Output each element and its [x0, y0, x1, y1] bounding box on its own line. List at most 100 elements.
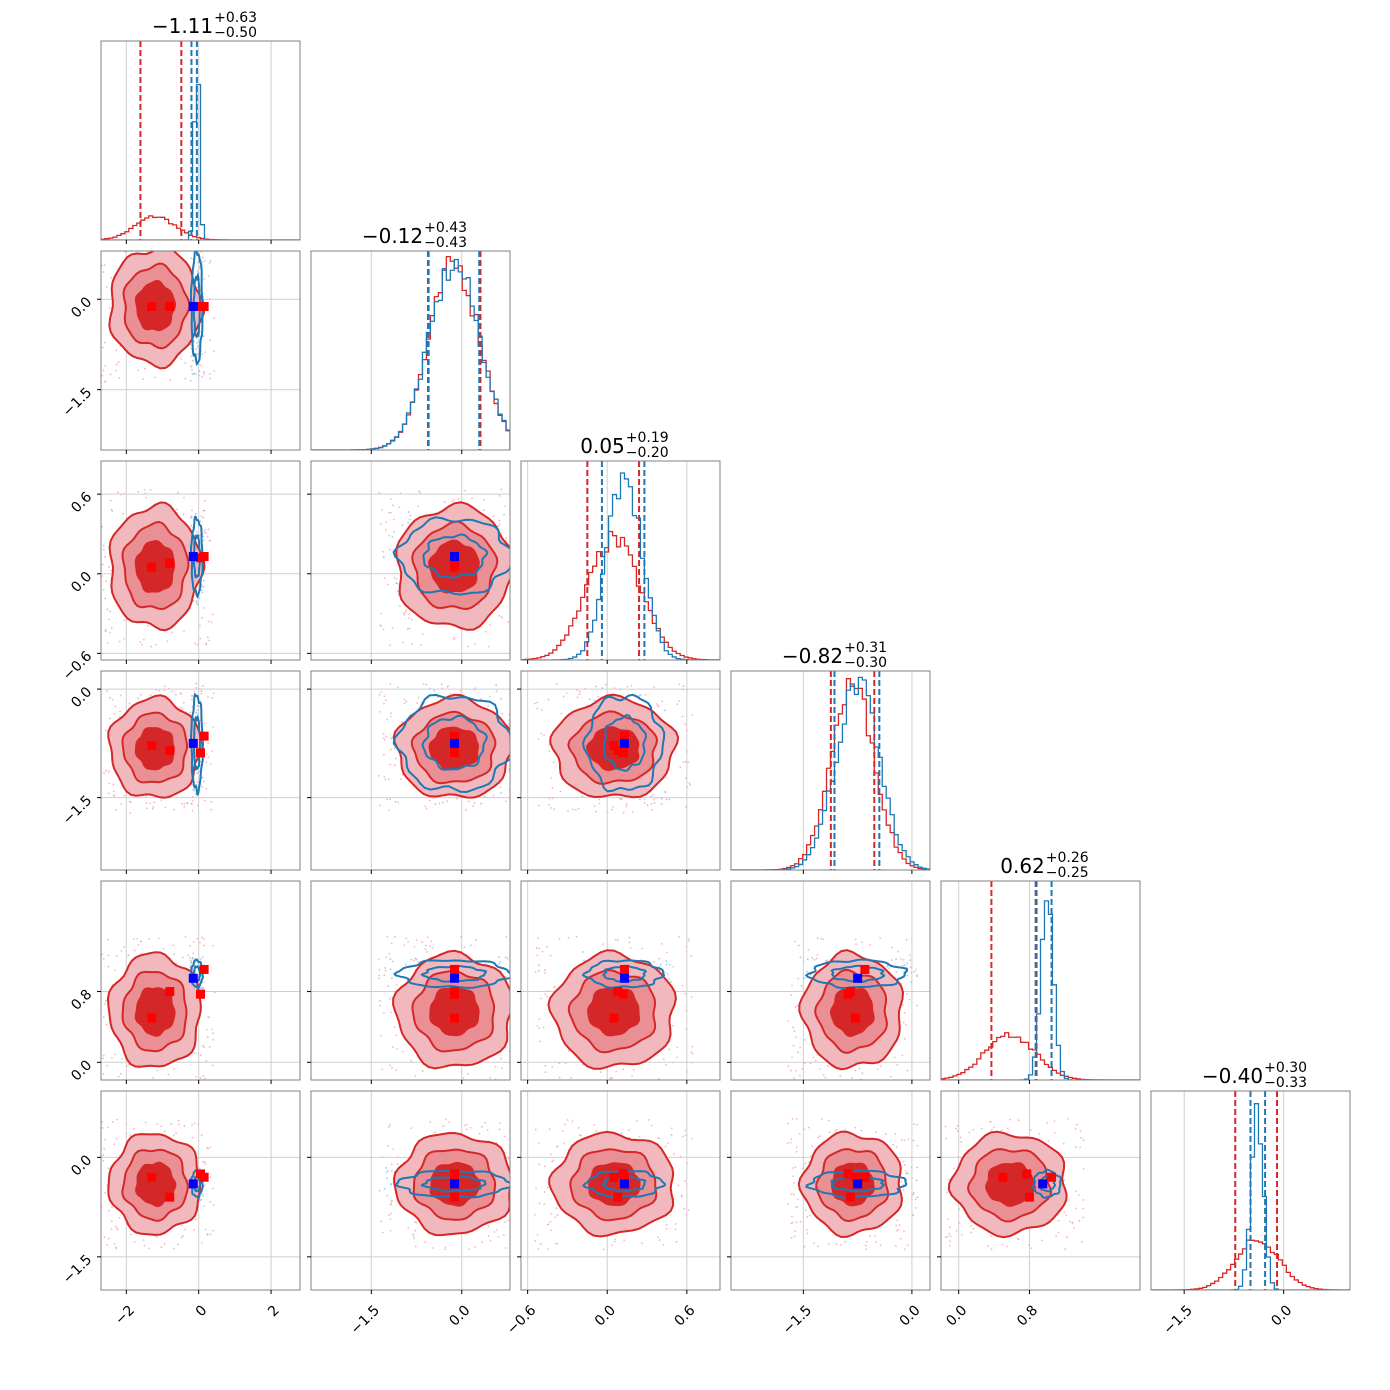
red-sample-point — [152, 806, 155, 808]
red-sample-point — [546, 945, 549, 948]
red-sample-point — [194, 1081, 196, 1083]
red-sample-point — [210, 800, 213, 803]
red-sample-point — [627, 1129, 630, 1132]
red-sample-point — [95, 564, 97, 566]
y-tick-label: −1.5 — [60, 385, 95, 420]
red-sample-point — [528, 740, 530, 742]
blue-sample-point — [504, 956, 507, 959]
panel-frame — [520, 460, 721, 661]
red-sample-point — [144, 492, 147, 495]
red-sample-point — [507, 621, 510, 623]
red-sample-point — [515, 526, 517, 528]
red-sample-point — [528, 712, 530, 714]
blue-sample-point — [404, 963, 407, 966]
red-sample-point — [549, 1220, 552, 1223]
red-sample-point — [395, 1034, 398, 1037]
red-sample-point — [908, 998, 911, 1001]
red-sample-point — [132, 1128, 135, 1130]
red-sample-point — [207, 620, 210, 623]
red-sample-point — [890, 946, 893, 949]
red-sample-point — [791, 1215, 793, 1218]
red-sample-point — [674, 1223, 677, 1225]
blue-marker — [450, 738, 460, 748]
red-sample-point — [417, 696, 420, 699]
red-sample-point — [906, 992, 908, 995]
red-sample-point — [892, 1143, 894, 1146]
blue-sample-point — [660, 803, 663, 805]
red-sample-point — [503, 1135, 506, 1138]
red-sample-point — [442, 1082, 444, 1084]
red-sample-point — [143, 1244, 146, 1247]
red-sample-point — [958, 1221, 961, 1224]
red-sample-point — [123, 946, 125, 948]
red-sample-point — [377, 958, 380, 961]
panel-frame — [730, 1090, 931, 1291]
red-sample-point — [405, 937, 408, 940]
red-sample-point — [662, 1058, 665, 1061]
red-sample-point — [172, 1247, 175, 1250]
red-sample-point — [515, 1161, 517, 1163]
red-sample-point — [201, 936, 204, 939]
red-sample-point — [398, 605, 401, 608]
red-sample-point — [171, 241, 173, 243]
red-sample-point — [403, 698, 406, 701]
red-sample-point — [514, 610, 516, 612]
red-sample-point — [796, 1005, 799, 1007]
red-sample-point — [1069, 1220, 1071, 1223]
red-sample-point — [949, 1235, 952, 1237]
title-plus: +0.31 — [844, 640, 887, 656]
red-sample-point — [517, 1053, 519, 1055]
red-sample-point — [104, 729, 107, 732]
red-sample-point — [602, 943, 604, 946]
red-sample-point — [498, 494, 501, 497]
red-sample-point — [690, 955, 693, 958]
red-sample-point — [807, 949, 810, 951]
red-sample-point — [123, 619, 126, 622]
blue-marker — [188, 1179, 198, 1189]
red-sample-point — [792, 1044, 795, 1047]
red-sample-point — [377, 774, 380, 777]
red-sample-point — [383, 974, 386, 977]
red-sample-point — [120, 950, 123, 952]
red-sample-point — [613, 687, 616, 689]
red-sample-point — [690, 996, 693, 998]
blue-histogram — [941, 900, 1140, 1080]
red-sample-point — [205, 1146, 208, 1149]
red-sample-point — [125, 248, 127, 250]
red-sample-point — [145, 496, 148, 499]
blue-sample-point — [390, 737, 393, 740]
red-sample-point — [96, 1196, 98, 1198]
red-sample-point — [538, 964, 540, 967]
red-sample-point — [675, 1241, 678, 1243]
red-sample-point — [391, 1067, 393, 1069]
red-sample-point — [404, 611, 407, 613]
panel-frame — [940, 880, 1141, 1081]
red-sample-point — [567, 810, 569, 813]
red-sample-point — [119, 710, 121, 713]
red-sample-point — [511, 1061, 513, 1063]
red-sample-point — [791, 1117, 794, 1120]
red-sample-point — [907, 1244, 909, 1246]
red-sample-point — [558, 1062, 561, 1065]
red-sample-point — [148, 938, 151, 940]
red-sample-point — [529, 770, 531, 772]
red-sample-point — [511, 1023, 513, 1025]
red-sample-point — [1017, 1119, 1020, 1122]
red-sample-point — [681, 984, 684, 987]
red-sample-point — [385, 521, 388, 523]
red-sample-point — [180, 1236, 183, 1239]
blue-sample-point — [195, 686, 198, 689]
red-sample-point — [840, 1244, 842, 1246]
red-sample-point — [104, 1191, 106, 1194]
red-sample-point — [106, 1064, 109, 1067]
red-sample-point — [868, 1235, 871, 1238]
red-sample-point — [405, 608, 408, 611]
red-sample-point — [818, 1135, 821, 1138]
red-sample-point — [822, 1074, 825, 1077]
y-tick-label: 0.0 — [68, 1152, 95, 1179]
red-sample-point — [938, 1122, 940, 1124]
red-sample-point — [615, 1070, 618, 1073]
red-sample-point — [665, 798, 668, 801]
red-sample-point — [474, 643, 477, 645]
red-sample-point — [1067, 1117, 1070, 1120]
